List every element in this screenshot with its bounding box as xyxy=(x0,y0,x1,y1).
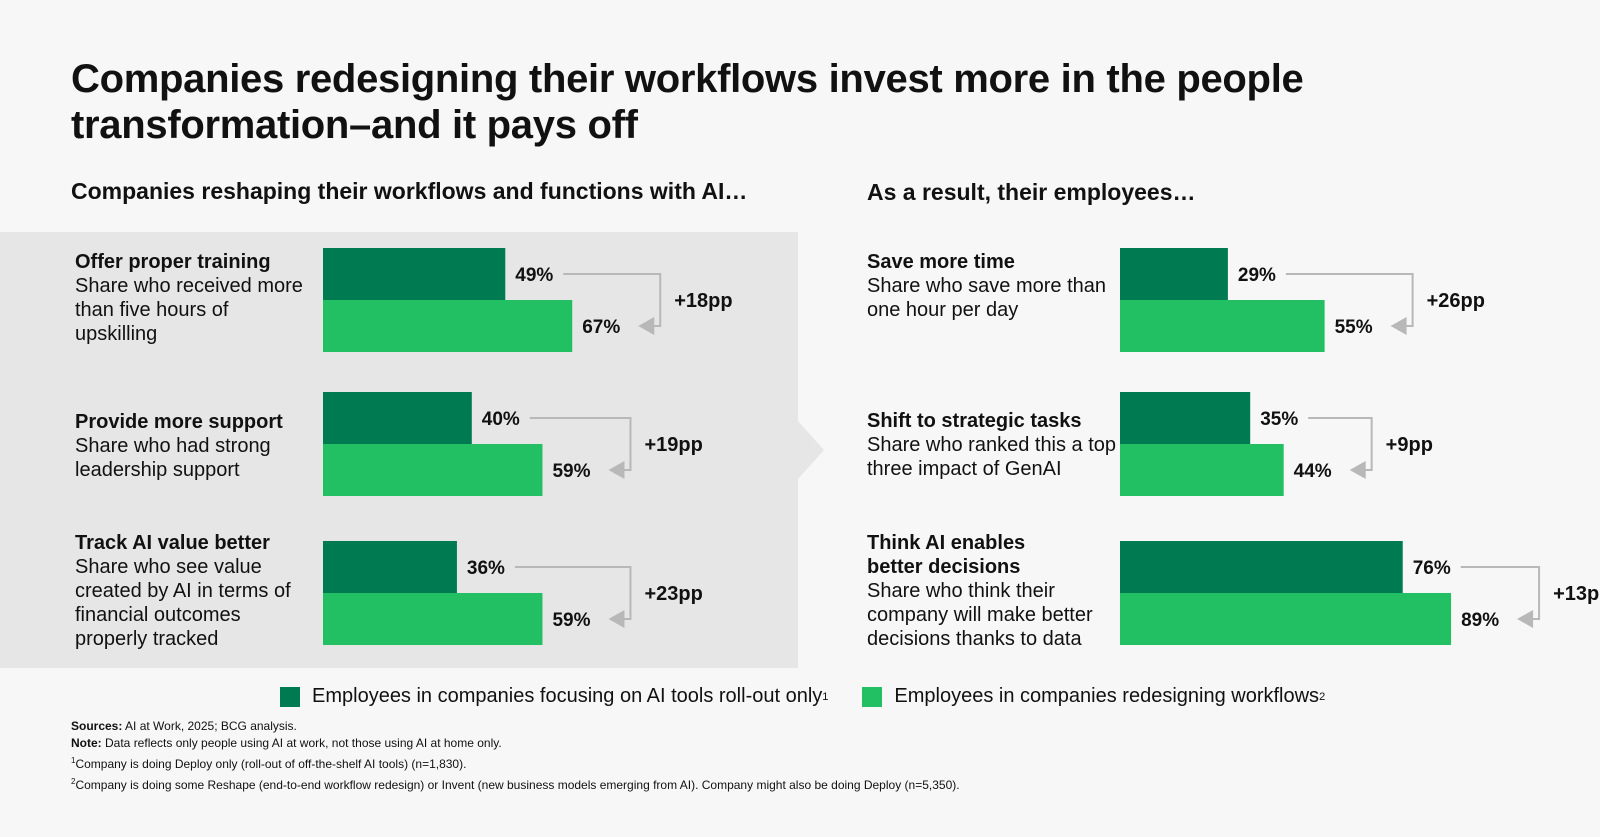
value-label-rollout: 36% xyxy=(467,558,505,579)
legend-label: Employees in companies focusing on AI to… xyxy=(312,685,823,707)
sources-line: Sources: AI at Work, 2025; BCG analysis. xyxy=(71,718,1271,735)
footnotes: Sources: AI at Work, 2025; BCG analysis.… xyxy=(71,718,1271,794)
bar-rollout xyxy=(1120,541,1403,593)
delta-label: +18pp xyxy=(674,290,732,312)
row-label-strategic-tasks: Shift to strategic tasks Share who ranke… xyxy=(867,409,1117,481)
bar-redesign xyxy=(323,593,543,645)
bar-redesign xyxy=(323,300,573,352)
row-sub: Share who think their company will make … xyxy=(867,580,1093,650)
note-label: Note: xyxy=(71,736,102,750)
value-label-redesign: 44% xyxy=(1294,461,1332,482)
legend-item-rollout: Employees in companies focusing on AI to… xyxy=(280,685,828,708)
legend-item-redesign: Employees in companies redesigning workf… xyxy=(862,685,1325,708)
value-label-rollout: 49% xyxy=(515,265,553,286)
legend-footnote-mark: 2 xyxy=(1319,690,1326,703)
note-text: Data reflects only people using AI at wo… xyxy=(101,736,502,750)
right-section-heading: As a result, their employees… xyxy=(867,179,1196,205)
row-sub: Share who had strong leadership support xyxy=(75,435,271,481)
row-label-track-value: Track AI value better Share who see valu… xyxy=(75,531,300,651)
bar-redesign xyxy=(1120,300,1325,352)
delta-label: +26pp xyxy=(1427,290,1485,312)
row-head: Think AI enables better decisions xyxy=(867,532,1026,578)
value-label-rollout: 76% xyxy=(1413,558,1451,579)
legend: Employees in companies focusing on AI to… xyxy=(280,685,1359,708)
delta-label: +13pp xyxy=(1553,583,1600,605)
row-label-training: Offer proper training Share who received… xyxy=(75,250,315,346)
value-label-redesign: 89% xyxy=(1461,610,1499,631)
bar-redesign xyxy=(1120,444,1284,496)
delta-label: +9pp xyxy=(1386,434,1433,456)
connector-arrow-icon xyxy=(1517,610,1534,628)
connector-arrow-icon xyxy=(608,461,625,479)
legend-swatch-dark xyxy=(280,686,300,707)
footnote-mark: 1 xyxy=(71,756,76,765)
bar-redesign xyxy=(323,444,543,496)
row-sub: Share who see value created by AI in ter… xyxy=(75,556,291,650)
bar-redesign xyxy=(1120,593,1452,645)
footnote-1: 1Company is doing Deploy only (roll-out … xyxy=(71,752,1271,773)
delta-label: +23pp xyxy=(644,583,702,605)
row-head: Provide more support xyxy=(75,411,283,433)
row-head: Track AI value better xyxy=(75,532,270,554)
row-label-support: Provide more support Share who had stron… xyxy=(75,410,315,482)
connector-line xyxy=(1285,273,1414,327)
connector-arrow-icon xyxy=(608,610,625,628)
row-head: Save more time xyxy=(867,251,1015,273)
connector-line xyxy=(514,566,632,620)
row-sub: Share who received more than five hours … xyxy=(75,275,303,345)
left-section-heading: Companies reshaping their workflows and … xyxy=(71,178,748,204)
connector-line xyxy=(563,273,662,327)
connector-line xyxy=(1460,566,1541,620)
note-line: Note: Data reflects only people using AI… xyxy=(71,735,1271,752)
panel-arrow-icon xyxy=(798,421,824,479)
page-title: Companies redesigning their workflows in… xyxy=(71,57,1304,147)
bar-rollout xyxy=(323,248,506,300)
footnote-text: Company is doing Deploy only (roll-out o… xyxy=(75,757,467,771)
row-sub: Share who save more than one hour per da… xyxy=(867,275,1107,321)
connector-arrow-icon xyxy=(1349,461,1366,479)
value-label-redesign: 67% xyxy=(582,317,620,338)
legend-swatch-light xyxy=(862,686,883,707)
connector-arrow-icon xyxy=(1390,317,1407,335)
value-label-rollout: 40% xyxy=(482,409,520,430)
value-label-rollout: 35% xyxy=(1260,409,1298,430)
footnote-text: Company is doing some Reshape (end-to-en… xyxy=(75,778,960,792)
sources-text: AI at Work, 2025; BCG analysis. xyxy=(122,719,297,733)
bar-rollout xyxy=(1120,392,1251,444)
connector-line xyxy=(529,417,632,471)
row-label-save-time: Save more time Share who save more than … xyxy=(867,250,1107,322)
value-label-redesign: 59% xyxy=(552,610,590,631)
footnote-2: 2Company is doing some Reshape (end-to-e… xyxy=(71,773,1271,794)
row-label-better-decisions: Think AI enables better decisions Share … xyxy=(867,531,1112,651)
row-sub: Share who ranked this a top three impact… xyxy=(867,434,1117,480)
connector-arrow-icon xyxy=(638,317,655,335)
row-head: Offer proper training xyxy=(75,251,271,273)
value-label-redesign: 59% xyxy=(552,461,590,482)
legend-label: Employees in companies redesigning workf… xyxy=(894,685,1320,707)
bar-rollout xyxy=(323,392,472,444)
delta-label: +19pp xyxy=(644,434,702,456)
legend-footnote-mark: 1 xyxy=(822,690,829,703)
value-label-redesign: 55% xyxy=(1335,317,1373,338)
bar-rollout xyxy=(323,541,457,593)
row-head: Shift to strategic tasks xyxy=(867,410,1082,432)
value-label-rollout: 29% xyxy=(1238,265,1276,286)
footnote-mark: 2 xyxy=(71,777,76,786)
sources-label: Sources: xyxy=(71,719,123,733)
connector-line xyxy=(1308,417,1373,471)
bar-rollout xyxy=(1120,248,1228,300)
